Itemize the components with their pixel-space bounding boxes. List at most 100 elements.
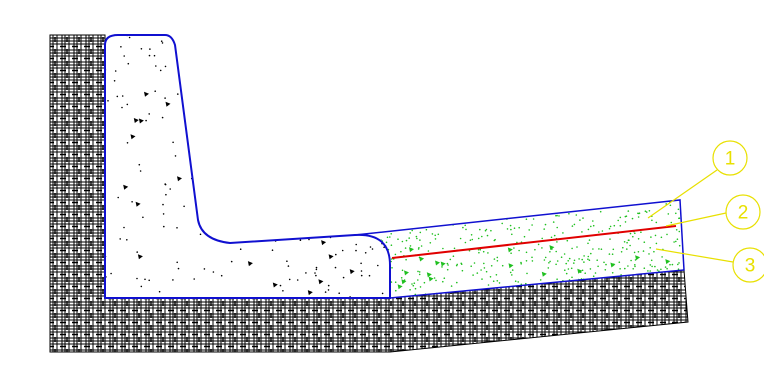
texture-dot xyxy=(334,266,337,269)
texture-dot xyxy=(573,262,575,264)
texture-dot xyxy=(248,165,250,167)
texture-dot xyxy=(455,201,457,204)
texture-dot xyxy=(495,274,498,276)
texture-dot xyxy=(392,54,394,56)
texture-dot xyxy=(476,272,479,274)
texture-dot xyxy=(378,219,381,222)
texture-dot xyxy=(677,263,679,266)
texture-dot xyxy=(461,269,464,272)
texture-dot xyxy=(442,247,444,250)
texture-dot xyxy=(618,198,620,200)
texture-dot xyxy=(338,292,341,295)
texture-dot xyxy=(165,193,167,196)
texture-dot xyxy=(587,255,590,258)
texture-dot xyxy=(409,245,412,247)
texture-dot xyxy=(456,263,459,266)
texture-dot xyxy=(469,239,472,241)
texture-dot xyxy=(230,260,233,263)
texture-dot xyxy=(509,213,511,215)
texture-dot xyxy=(511,233,513,236)
texture-dot xyxy=(431,215,434,217)
texture-dot xyxy=(433,277,436,279)
texture-dot xyxy=(509,271,512,274)
texture-dot xyxy=(510,228,512,231)
texture-dot xyxy=(315,175,318,177)
texture-dot xyxy=(393,198,395,200)
texture-dot xyxy=(411,229,414,232)
texture-dot xyxy=(678,262,680,264)
texture-dot xyxy=(613,224,616,227)
texture-dot xyxy=(349,208,351,211)
texture-dot xyxy=(126,103,129,106)
texture-dot xyxy=(360,270,363,272)
texture-dot xyxy=(611,272,614,274)
texture-dot xyxy=(327,87,333,93)
texture-dot xyxy=(274,127,277,129)
texture-dot xyxy=(526,202,528,204)
texture-dot xyxy=(133,118,139,123)
texture-dot xyxy=(275,95,277,98)
texture-dot xyxy=(409,247,414,253)
texture-dot xyxy=(664,266,667,268)
texture-dot xyxy=(284,227,290,233)
texture-dot xyxy=(220,274,223,277)
texture-dot xyxy=(575,214,578,216)
texture-dot xyxy=(654,265,656,268)
texture-dot xyxy=(382,40,384,43)
texture-dot xyxy=(496,260,499,262)
texture-dot xyxy=(645,211,648,213)
separator-line xyxy=(391,225,677,259)
texture-dot xyxy=(629,244,631,247)
texture-dot xyxy=(337,214,343,220)
texture-dot xyxy=(206,198,208,201)
texture-dot xyxy=(272,282,278,288)
texture-dot xyxy=(130,134,136,140)
texture-dot xyxy=(464,241,467,244)
texture-dot xyxy=(526,272,528,275)
texture-dot xyxy=(317,123,319,125)
texture-dot xyxy=(155,65,157,67)
texture-dot xyxy=(397,219,399,222)
texture-dot xyxy=(489,276,492,278)
texture-dot xyxy=(409,289,411,291)
texture-dot xyxy=(408,237,411,239)
texture-dot xyxy=(670,221,673,224)
texture-dot xyxy=(570,206,572,208)
texture-dot xyxy=(209,146,212,149)
texture-dot xyxy=(513,247,515,249)
texture-dot xyxy=(277,60,280,63)
texture-dot xyxy=(566,239,569,242)
texture-dot xyxy=(612,248,615,251)
texture-dot xyxy=(584,272,586,275)
texture-dot xyxy=(675,240,677,243)
texture-dot xyxy=(553,234,556,237)
texture-dot xyxy=(501,222,504,225)
texture-dot xyxy=(354,202,357,205)
texture-dot xyxy=(660,268,662,271)
texture-dot xyxy=(655,221,658,224)
texture-dot xyxy=(136,277,138,280)
texture-dot xyxy=(235,150,241,156)
texture-dot xyxy=(486,234,489,237)
texture-dot xyxy=(340,157,343,160)
texture-dot xyxy=(671,263,674,266)
texture-dot xyxy=(399,219,402,221)
texture-dot xyxy=(396,208,399,210)
texture-dot xyxy=(394,281,397,284)
texture-dot xyxy=(637,216,640,218)
texture-dot xyxy=(200,202,203,204)
texture-dot xyxy=(628,239,630,241)
texture-dot xyxy=(113,80,116,82)
texture-dot xyxy=(367,48,370,51)
texture-dot xyxy=(479,248,482,251)
texture-dot xyxy=(230,198,236,204)
texture-dot xyxy=(319,163,321,166)
texture-dot xyxy=(541,271,547,277)
texture-dot xyxy=(407,206,410,208)
texture-dot xyxy=(202,215,204,217)
texture-dot xyxy=(291,70,293,72)
texture-dot xyxy=(266,169,269,171)
texture-dot xyxy=(653,250,655,253)
texture-dot xyxy=(623,241,626,243)
texture-dot xyxy=(324,107,327,109)
